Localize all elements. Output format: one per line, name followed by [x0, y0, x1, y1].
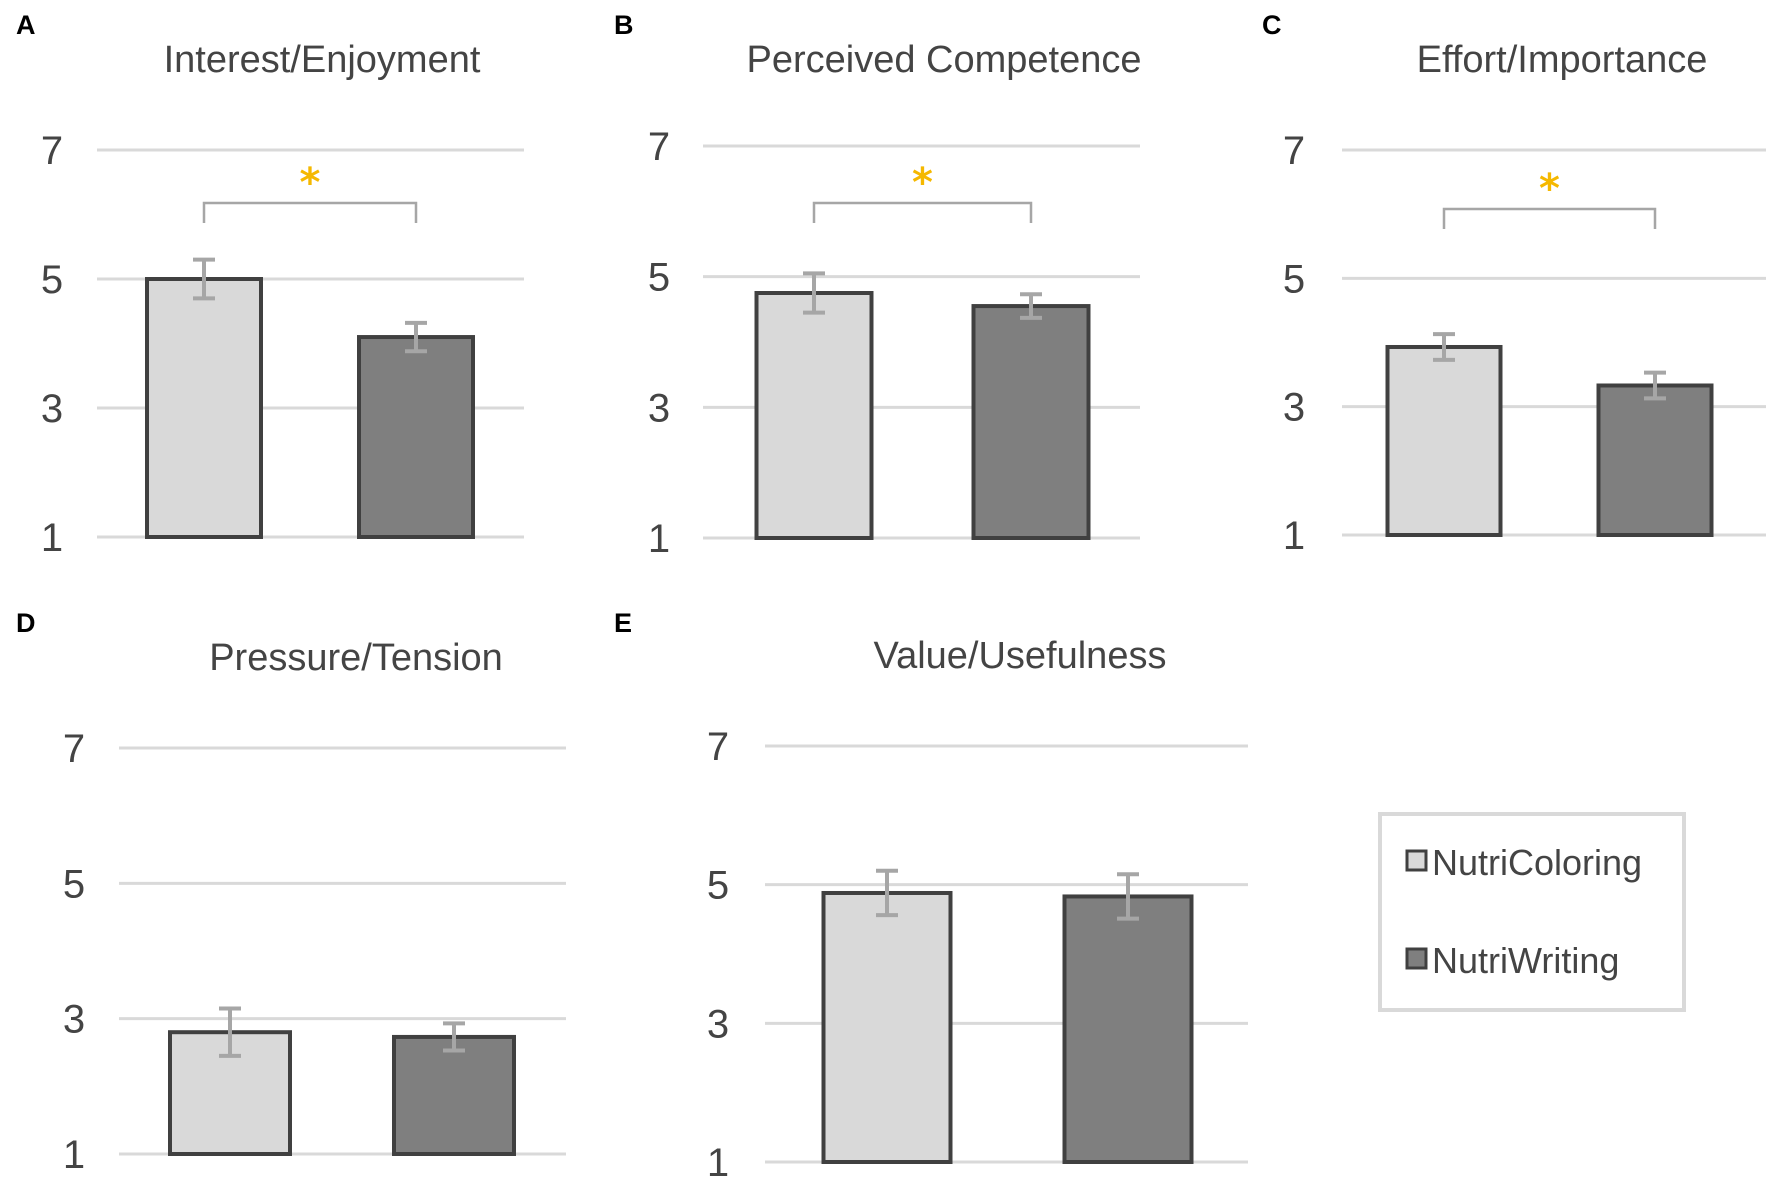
bar-nutricoloring	[821, 890, 953, 1165]
y-tick-label: 7	[707, 725, 729, 769]
panel-d: D Pressure/Tension 1 3 5 7	[16, 608, 566, 1177]
bar-nutriwriting	[1596, 383, 1714, 537]
y-tick-label: 3	[41, 387, 63, 431]
bar-nutriwriting	[971, 304, 1091, 541]
panel-e: E Value/Usefulness 1 3 5 7	[614, 608, 1248, 1182]
y-tick-label: 5	[648, 256, 670, 300]
panel-b: B Perceived Competence 1 3 5 7 *	[614, 10, 1142, 561]
legend-box	[1378, 812, 1686, 1012]
bar-nutricoloring	[1385, 344, 1503, 537]
panel-letter: B	[614, 10, 634, 40]
y-tick-label: 5	[707, 864, 729, 908]
y-tick-label: 3	[63, 998, 85, 1042]
panel-letter: C	[1262, 10, 1282, 40]
significance-bracket	[812, 201, 1033, 223]
y-tick-label: 3	[648, 386, 670, 430]
y-tick-label: 1	[41, 516, 63, 560]
y-tick-label: 1	[1283, 514, 1305, 558]
panel-title: Interest/Enjoyment	[164, 39, 481, 81]
panel-title: Effort/Importance	[1417, 39, 1708, 81]
y-tick-label: 5	[41, 258, 63, 302]
y-tick-label: 1	[707, 1141, 729, 1182]
bar-nutricoloring	[754, 291, 874, 540]
y-tick-label: 7	[1283, 129, 1305, 173]
bar-nutriwriting	[1062, 894, 1194, 1164]
legend-swatch-nutriwriting	[1405, 947, 1428, 970]
panel-c: C Effort/Importance 1 3 5 7 *	[1262, 10, 1766, 558]
y-tick-label: 7	[41, 129, 63, 173]
panel-title: Value/Usefulness	[874, 635, 1167, 677]
y-tick-label: 7	[648, 125, 670, 169]
legend: NutriColoring NutriWriting	[1378, 812, 1686, 1012]
significance-bracket	[202, 201, 418, 223]
panel-letter: A	[16, 10, 36, 40]
y-tick-label: 5	[1283, 257, 1305, 301]
panel-a: A Interest/Enjoyment 1 3 5 7 *	[16, 10, 524, 560]
panel-letter: D	[16, 608, 36, 638]
y-tick-label: 3	[1283, 386, 1305, 430]
legend-label: NutriColoring	[1432, 842, 1642, 883]
panel-letter: E	[614, 608, 632, 638]
significance-marker: *	[912, 160, 933, 206]
y-tick-label: 3	[707, 1002, 729, 1046]
y-tick-label: 1	[63, 1133, 85, 1177]
panel-title: Pressure/Tension	[209, 637, 503, 679]
y-tick-label: 1	[648, 517, 670, 561]
legend-label: NutriWriting	[1432, 940, 1619, 981]
bar-nutriwriting	[357, 335, 475, 539]
y-tick-label: 7	[63, 727, 85, 771]
panel-title: Perceived Competence	[747, 39, 1142, 81]
significance-marker: *	[1539, 166, 1560, 212]
significance-bracket	[1442, 207, 1657, 229]
legend-swatch-nutricoloring	[1405, 849, 1428, 872]
significance-marker: *	[300, 160, 321, 206]
y-tick-label: 5	[63, 862, 85, 906]
bar-nutricoloring	[145, 277, 263, 539]
bar-nutriwriting	[392, 1034, 516, 1156]
